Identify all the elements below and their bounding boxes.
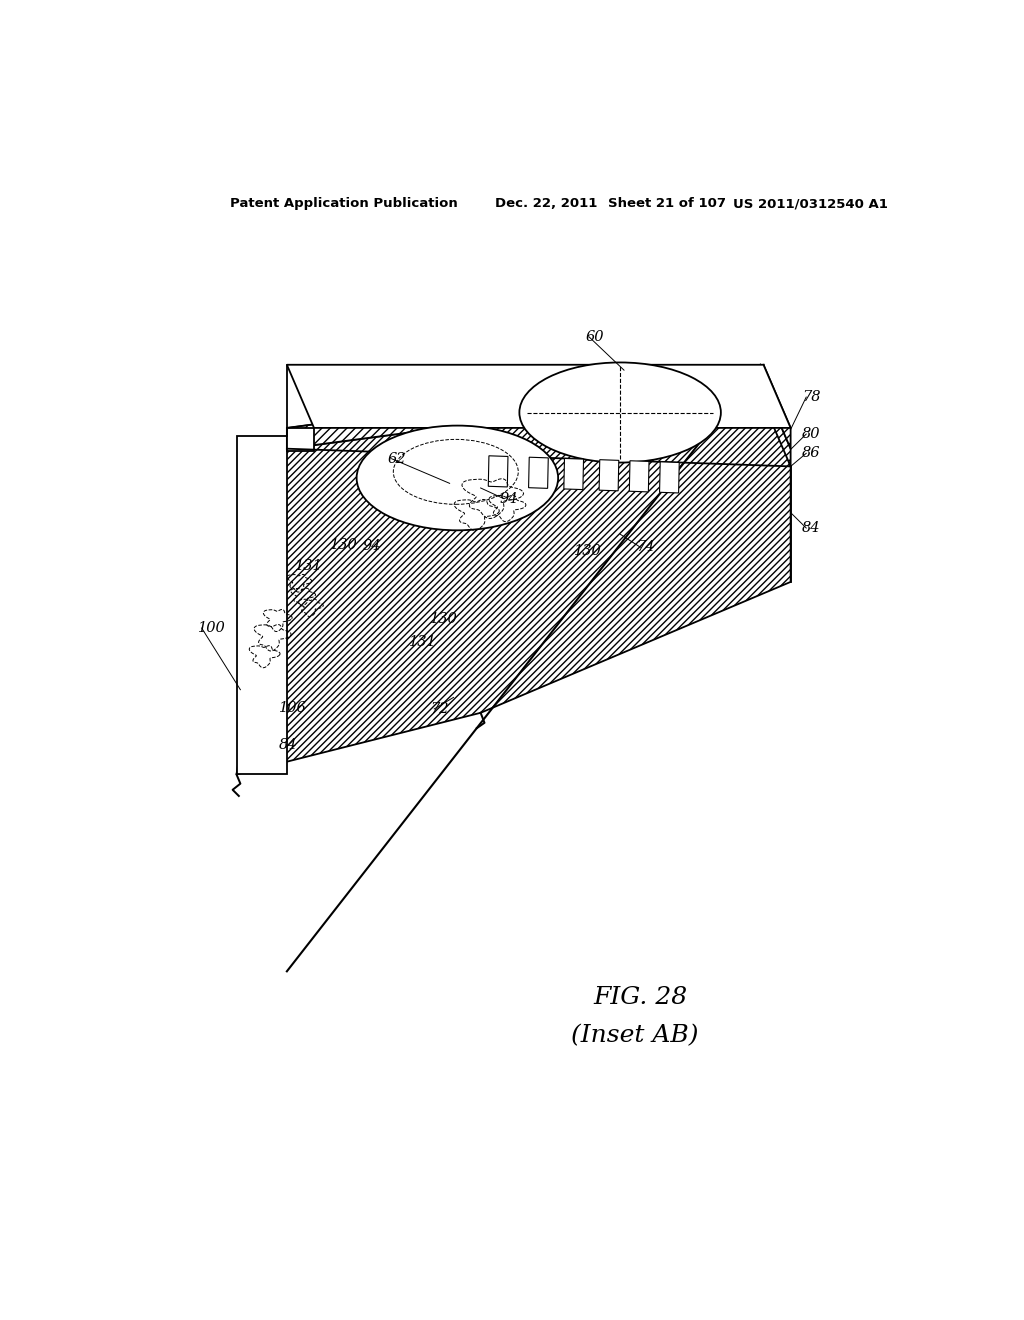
Text: Dec. 22, 2011: Dec. 22, 2011 <box>495 197 597 210</box>
Text: 94: 94 <box>500 492 518 506</box>
Polygon shape <box>630 461 649 492</box>
Polygon shape <box>237 436 287 775</box>
Text: 106: 106 <box>280 701 307 715</box>
Text: 72: 72 <box>430 702 449 715</box>
Text: Sheet 21 of 107: Sheet 21 of 107 <box>608 197 726 210</box>
Text: (Inset AB): (Inset AB) <box>571 1024 698 1048</box>
Text: 130: 130 <box>573 544 601 558</box>
Text: FIG. 28: FIG. 28 <box>593 986 687 1010</box>
Polygon shape <box>287 364 791 428</box>
Text: 131: 131 <box>295 560 323 573</box>
Polygon shape <box>659 462 679 492</box>
Text: 80: 80 <box>802 428 821 441</box>
Polygon shape <box>237 385 791 775</box>
Text: 78: 78 <box>802 391 821 404</box>
Text: 74: 74 <box>636 540 655 554</box>
Polygon shape <box>287 364 764 449</box>
Text: Patent Application Publication: Patent Application Publication <box>229 197 458 210</box>
Text: 60: 60 <box>586 330 604 345</box>
Polygon shape <box>764 364 791 449</box>
Text: 100: 100 <box>198 622 225 635</box>
Polygon shape <box>764 385 791 466</box>
Ellipse shape <box>519 363 721 462</box>
Text: 84: 84 <box>280 738 298 752</box>
Text: 84: 84 <box>802 521 821 535</box>
Text: 86: 86 <box>802 446 821 461</box>
Polygon shape <box>488 455 508 487</box>
Text: 130: 130 <box>330 539 357 552</box>
Text: 131: 131 <box>409 635 436 649</box>
Text: 94: 94 <box>362 540 381 553</box>
Polygon shape <box>287 428 314 451</box>
Text: 62: 62 <box>388 451 407 466</box>
Text: US 2011/0312540 A1: US 2011/0312540 A1 <box>733 197 888 210</box>
Polygon shape <box>528 457 548 488</box>
Polygon shape <box>564 458 584 490</box>
Ellipse shape <box>356 425 558 531</box>
Polygon shape <box>599 459 618 491</box>
Text: 130: 130 <box>430 612 458 626</box>
